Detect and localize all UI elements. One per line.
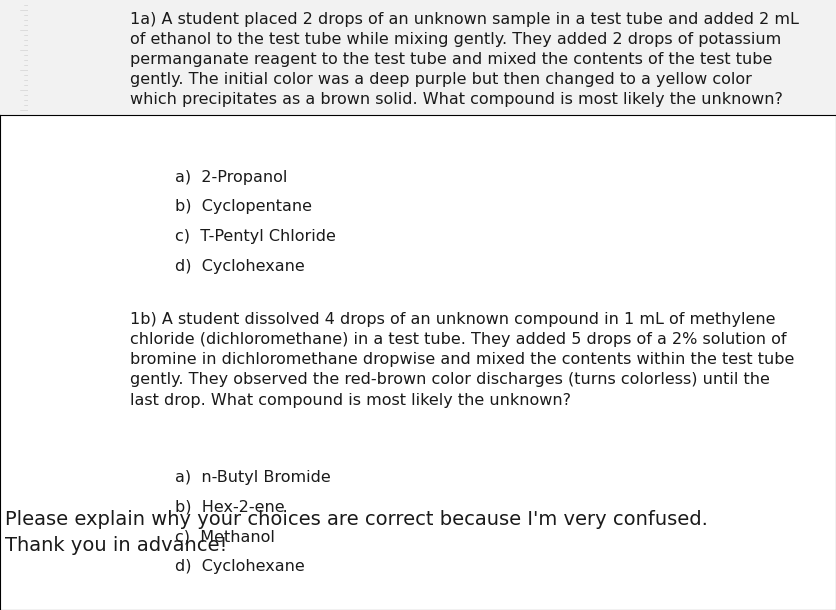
Text: b)  Cyclopentane: b) Cyclopentane <box>175 199 312 214</box>
Text: 4: 4 <box>14 462 20 472</box>
Text: c)  Methanol: c) Methanol <box>175 529 275 544</box>
Text: a)  2-Propanol: a) 2-Propanol <box>175 170 288 185</box>
Text: 2: 2 <box>14 251 20 259</box>
Text: Please explain why your choices are correct because I'm very confused.
Thank you: Please explain why your choices are corr… <box>5 510 708 554</box>
Text: 3: 3 <box>14 370 20 379</box>
Text: a)  n-Butyl Bromide: a) n-Butyl Bromide <box>175 470 331 485</box>
Text: 1: 1 <box>14 140 20 149</box>
Text: d)  Cyclohexane: d) Cyclohexane <box>175 259 305 274</box>
Text: 1b) A student dissolved 4 drops of an unknown compound in 1 mL of methylene
chlo: 1b) A student dissolved 4 drops of an un… <box>130 312 794 407</box>
Text: d)  Cyclohexane: d) Cyclohexane <box>175 559 305 574</box>
Text: 1a) A student placed 2 drops of an unknown sample in a test tube and added 2 mL
: 1a) A student placed 2 drops of an unkno… <box>130 12 799 107</box>
Text: c)  T-Pentyl Chloride: c) T-Pentyl Chloride <box>175 229 336 244</box>
Text: b)  Hex-2-ene: b) Hex-2-ene <box>175 500 284 515</box>
